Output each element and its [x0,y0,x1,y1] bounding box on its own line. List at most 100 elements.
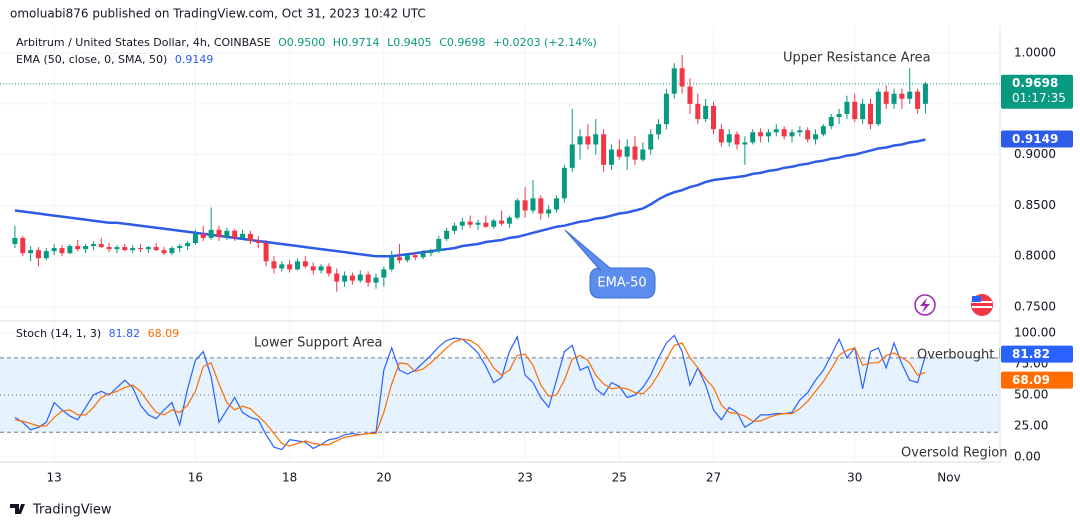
candle-body [90,244,96,247]
candle-body [687,86,693,104]
candle-body [224,230,230,237]
candle-body [177,246,183,249]
callout [564,229,656,299]
candle-body [765,132,771,137]
candle-body [499,220,505,224]
candle-body [828,117,834,127]
candle-body [271,261,277,269]
legend-value: +0.0203 (+2.14%) [492,36,597,49]
y-tick-label: 25.00 [1014,419,1048,433]
candle-body [279,264,285,269]
x-tick-label: 27 [706,471,721,485]
candle-body [899,93,905,99]
candle-body [404,255,410,261]
candle-body [671,68,677,94]
icon [914,294,936,316]
candle-body [569,144,575,168]
series-last-label-box [1001,371,1073,389]
legend-value: C0.9698 [439,36,486,49]
last-price-label-box [1001,74,1073,109]
line [14,334,926,451]
candle-body [797,130,803,133]
candle-body [514,200,520,218]
candle-body [875,91,881,125]
candle-body [891,93,897,104]
candle-body [75,246,81,250]
candle-body [122,247,128,251]
candle-body [444,230,450,239]
candle-body [483,222,489,227]
candle-body [342,275,348,282]
candle-body [554,198,560,210]
annotation: Overbought Region [917,348,1043,363]
candle-body [216,229,222,237]
candle-body [169,248,175,254]
candle-body [153,247,159,251]
candle-body [28,250,34,254]
y-tick-label: 100.00 [1014,326,1056,340]
candle-body [263,242,269,262]
candle-body [397,257,403,261]
candle-body [240,233,246,238]
candle-body [326,266,332,274]
candle-body [98,244,104,248]
candle-body [922,83,928,104]
candle-body [436,238,442,252]
line [14,338,926,447]
candle-body [373,277,379,283]
candle-body [616,149,622,157]
series-last-label-box [1001,345,1073,363]
series-last-label: 68.09 [1012,373,1050,387]
candle-body [365,274,371,283]
grid-layer [0,25,1000,462]
candle-body [585,136,591,145]
legend-title: Stoch (14, 1, 3) [16,327,102,340]
candle-body [805,130,811,140]
candle-body [161,250,167,254]
annotation: Upper Resistance Area [783,51,931,66]
legend-value: H0.9714 [332,36,380,49]
candle-body [601,134,607,165]
candle-body [130,248,136,251]
candle-body [12,237,18,245]
marks-layer [0,55,1000,451]
candle-body [593,134,599,145]
candle-body [43,251,49,259]
candle-body [318,266,324,271]
candle-body [389,257,395,270]
y-tick-label: 0.8000 [1014,249,1056,263]
candle-body [907,91,913,99]
x-tick-label: 13 [47,471,62,485]
candle-body [852,101,858,120]
legend-value: 68.09 [147,327,180,340]
candle-body [703,105,709,120]
candle-body [208,229,214,238]
candle-body [200,233,206,238]
candle-body [538,198,544,214]
legend-value: 81.82 [108,327,141,340]
legend-value: 0.9149 [174,53,214,66]
x-tick-label: 25 [612,471,627,485]
candle-body [750,132,756,143]
series-last-label: 81.82 [1012,347,1050,361]
candle-body [734,134,740,145]
candle-body [608,149,614,165]
logo [10,504,25,514]
candle-body [632,146,638,160]
annotation: Oversold Region [901,446,1008,461]
x-tick-label: 16 [188,471,203,485]
series-last-label-box [1001,130,1073,148]
header: omoluabi876 published on TradingView.com… [10,7,426,21]
candle-body [247,233,253,241]
candle-body [561,167,567,199]
candle-body [334,273,340,282]
candle-body [114,247,120,250]
candle-body [695,103,701,120]
candle-body [844,101,850,114]
y-tick-label: 0.8500 [1014,198,1056,212]
legend-title: Arbitrum / United States Dollar, 4h, COI… [16,36,271,49]
footer: TradingView [32,503,112,518]
candle-body [915,91,921,109]
candle-body [883,91,889,104]
x-tick-label: 20 [376,471,391,485]
